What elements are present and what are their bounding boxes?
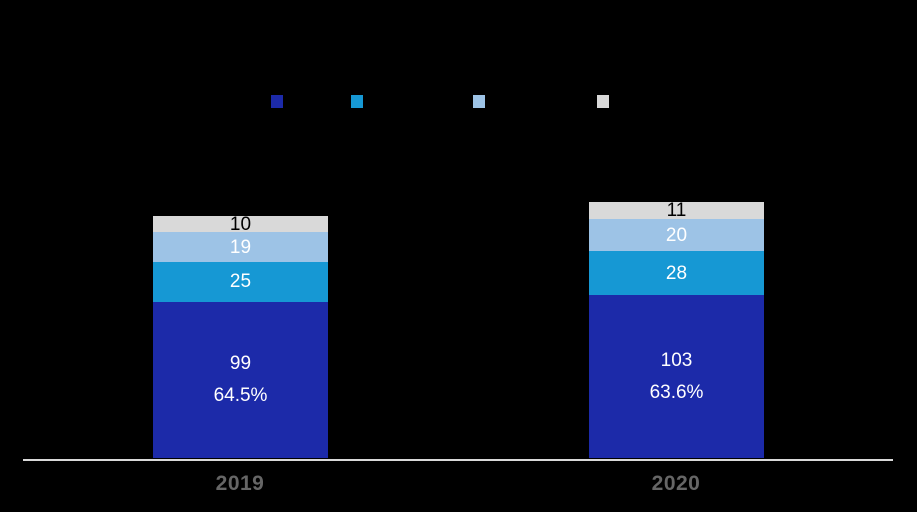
bar-segment-gray-2020: 11 [589, 200, 764, 222]
value-label-2019: 25 [229, 271, 252, 293]
value-label-2019: 10 [229, 213, 252, 235]
bar-segment-medium-blue-2019: 25 [153, 262, 328, 302]
x-axis-label-2019: 2019 [215, 472, 265, 495]
bar-2019: 10 19 25 99 64.5% [153, 213, 328, 458]
value-label-2020: 28 [665, 262, 688, 284]
x-axis-label-2020: 2020 [651, 472, 701, 495]
value-label-2020: 103 [660, 350, 693, 372]
value-label-2020: 20 [665, 224, 688, 246]
percent-label-2019: 64.5% [213, 385, 268, 407]
bar-segment-light-blue-2019: 19 [153, 232, 328, 263]
bar-segment-light-blue-2020: 20 [589, 219, 764, 251]
legend-swatch-medium-blue [351, 95, 363, 108]
bar-segment-dark-blue-2020: 103 63.6% [589, 295, 764, 458]
legend-swatch-light-blue [473, 95, 485, 108]
percent-label-2020: 63.6% [649, 382, 704, 404]
bar-segment-gray-2019: 10 [153, 213, 328, 235]
bar-segment-medium-blue-2020: 28 [589, 251, 764, 296]
value-label-2020: 11 [666, 200, 687, 222]
legend-swatch-dark-blue [271, 95, 283, 108]
bar-2020: 11 20 28 103 63.6% [589, 200, 764, 458]
value-label-2019: 19 [229, 236, 252, 258]
legend-swatch-gray [597, 95, 609, 108]
value-label-2019: 99 [229, 353, 252, 375]
x-axis-line [23, 459, 893, 461]
bar-segment-dark-blue-2019: 99 64.5% [153, 301, 328, 458]
